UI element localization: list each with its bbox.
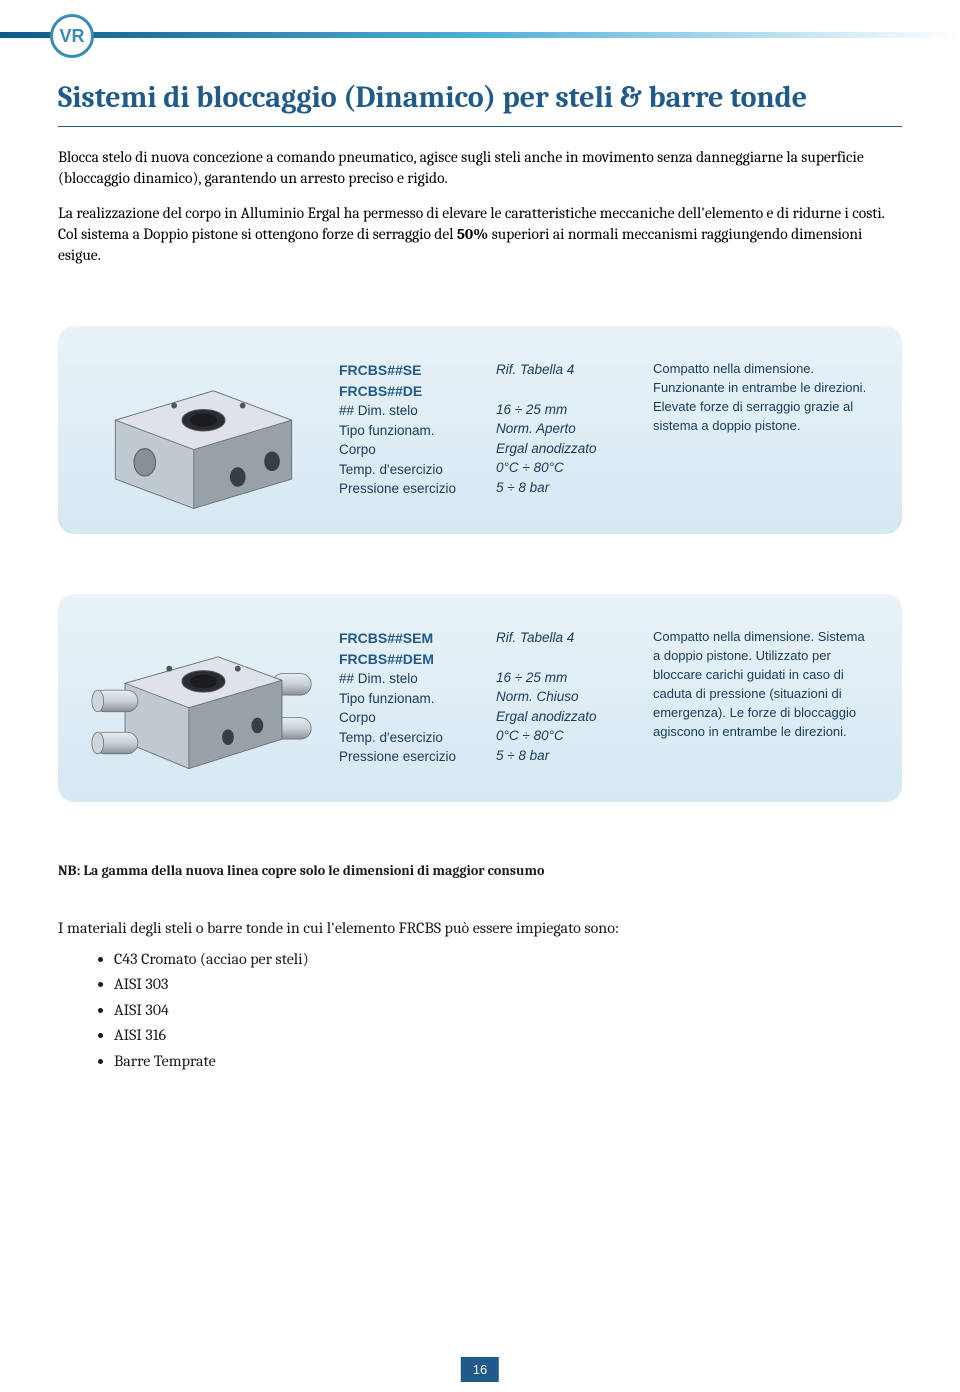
label-temp: Temp. d'esercizio (339, 728, 484, 748)
model-code-2: FRCBS##DEM (339, 649, 484, 669)
value-temp: 0°C ÷ 80°C (496, 726, 641, 746)
block-rods-icon (86, 618, 321, 778)
intro-text: Blocca stelo di nuova concezione a coman… (58, 147, 902, 266)
label-tipo: Tipo funzionam. (339, 689, 484, 709)
label-corpo: Corpo (339, 708, 484, 728)
materials-list: C43 Cromato (acciao per steli) AISI 303 … (58, 947, 902, 1075)
material-item: Barre Temprate (114, 1049, 902, 1075)
logo-badge: VR (50, 14, 94, 58)
logo-text: VR (59, 26, 84, 47)
value-dim: 16 ÷ 25 mm (496, 400, 641, 420)
model-code-2: FRCBS##DE (339, 381, 484, 401)
value-tipo: Norm. Aperto (496, 419, 641, 439)
product-card-sem-dem: FRCBS##SEM FRCBS##DEM ## Dim. stelo Tipo… (58, 594, 902, 802)
value-temp: 0°C ÷ 80°C (496, 458, 641, 478)
label-corpo: Corpo (339, 440, 484, 460)
value-press: 5 ÷ 8 bar (496, 478, 641, 498)
product-card-se-de: FRCBS##SE FRCBS##DE ## Dim. stelo Tipo f… (58, 326, 902, 534)
value-corpo: Ergal anodizzato (496, 707, 641, 727)
block-icon (86, 350, 321, 510)
value-ref: Rif. Tabella 4 (496, 360, 641, 380)
label-dim: ## Dim. stelo (339, 401, 484, 421)
note-text: NB: La gamma della nuova linea copre sol… (58, 862, 902, 879)
header-gradient-line (0, 32, 960, 38)
label-press: Pressione esercizio (339, 479, 484, 499)
spec-description: Compatto nella dimensione. Sistema a dop… (653, 628, 874, 766)
title-rule (58, 126, 902, 127)
value-ref: Rif. Tabella 4 (496, 628, 641, 648)
spec-values: Rif. Tabella 4 16 ÷ 25 mm Norm. Aperto E… (496, 360, 641, 498)
product-spec-columns: FRCBS##SE FRCBS##DE ## Dim. stelo Tipo f… (339, 360, 874, 498)
material-item: AISI 316 (114, 1023, 902, 1049)
spec-description: Compatto nella dimensione. Funzionante i… (653, 360, 874, 498)
page-content: Sistemi di bloccaggio (Dinamico) per ste… (0, 0, 960, 1075)
product-image-block (86, 350, 321, 510)
page-number: 16 (461, 1357, 499, 1382)
spec-values: Rif. Tabella 4 16 ÷ 25 mm Norm. Chiuso E… (496, 628, 641, 766)
value-dim: 16 ÷ 25 mm (496, 668, 641, 688)
spec-labels: FRCBS##SE FRCBS##DE ## Dim. stelo Tipo f… (339, 360, 484, 498)
value-press: 5 ÷ 8 bar (496, 746, 641, 766)
page-title: Sistemi di bloccaggio (Dinamico) per ste… (58, 80, 902, 116)
label-press: Pressione esercizio (339, 747, 484, 767)
material-item: AISI 303 (114, 972, 902, 998)
spec-labels: FRCBS##SEM FRCBS##DEM ## Dim. stelo Tipo… (339, 628, 484, 766)
value-corpo: Ergal anodizzato (496, 439, 641, 459)
value-tipo: Norm. Chiuso (496, 687, 641, 707)
model-code-1: FRCBS##SE (339, 360, 484, 380)
label-dim: ## Dim. stelo (339, 669, 484, 689)
intro-paragraph-1: Blocca stelo di nuova concezione a coman… (58, 147, 902, 189)
label-temp: Temp. d'esercizio (339, 460, 484, 480)
material-item: AISI 304 (114, 998, 902, 1024)
materials-intro: I materiali degli steli o barre tonde in… (58, 919, 902, 937)
intro-paragraph-2: La realizzazione del corpo in Alluminio … (58, 203, 902, 266)
label-tipo: Tipo funzionam. (339, 421, 484, 441)
material-item: C43 Cromato (acciao per steli) (114, 947, 902, 973)
model-code-1: FRCBS##SEM (339, 628, 484, 648)
product-spec-columns: FRCBS##SEM FRCBS##DEM ## Dim. stelo Tipo… (339, 628, 874, 766)
product-image-block-rods (86, 618, 321, 778)
